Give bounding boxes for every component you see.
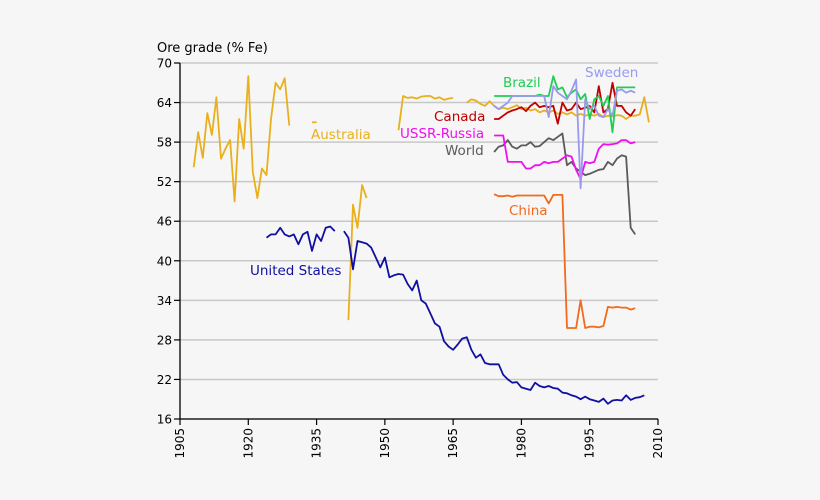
x-tick-label: 1950 [378, 428, 392, 459]
y-tick-label: 64 [157, 96, 172, 110]
x-tick-label: 1905 [173, 428, 187, 459]
y-tick-label: 28 [157, 333, 172, 347]
series-line-sweden [493, 78, 636, 190]
series-line-australia [192, 75, 291, 203]
series-label: Canada [434, 109, 485, 125]
x-tick-label: 2010 [651, 428, 665, 459]
y-tick-label: 34 [157, 294, 172, 308]
y-axis-label: Ore grade (% Fe) [157, 41, 268, 56]
series-line-china [493, 193, 636, 329]
x-tick-label: 1965 [446, 428, 460, 459]
series-label: USSR-Russia [400, 126, 484, 142]
series-label: World [445, 143, 484, 159]
series-lines [192, 75, 650, 405]
grid [180, 62, 658, 420]
plot-area [180, 63, 658, 419]
series-line-united-states [265, 225, 336, 252]
series-label: Brazil [503, 75, 541, 91]
series-label: China [509, 203, 548, 219]
series-line-ussr-russia [494, 134, 636, 180]
y-tick-label: 46 [157, 215, 172, 229]
series-line-australia [347, 184, 368, 321]
y-tick-label: 22 [157, 373, 172, 387]
series-line-united-states [343, 230, 645, 405]
series-line-world [493, 132, 636, 235]
x-tick-label: 1935 [310, 428, 324, 459]
series-label: United States [250, 263, 341, 279]
series-labels: Australia United States China WorldUSSR-Rus… [250, 65, 638, 279]
series-label: Australia [311, 127, 371, 143]
x-tick-label: 1995 [583, 428, 597, 459]
y-tick-label: 40 [157, 254, 172, 268]
axes: 16 22 28 34 40 46 52 58 64 70 1905 1920 1935 1950 1965… [157, 57, 665, 459]
y-tick-label: 52 [157, 175, 172, 189]
y-tick-label: 70 [157, 57, 172, 71]
series-line-canada [494, 81, 636, 125]
x-tick-label: 1920 [241, 428, 255, 459]
y-tick-label: 16 [157, 413, 172, 427]
x-tick-label: 1980 [514, 428, 528, 459]
series-label: Sweden [585, 65, 638, 81]
series-line-australia [397, 95, 454, 131]
y-tick-label: 58 [157, 136, 172, 150]
